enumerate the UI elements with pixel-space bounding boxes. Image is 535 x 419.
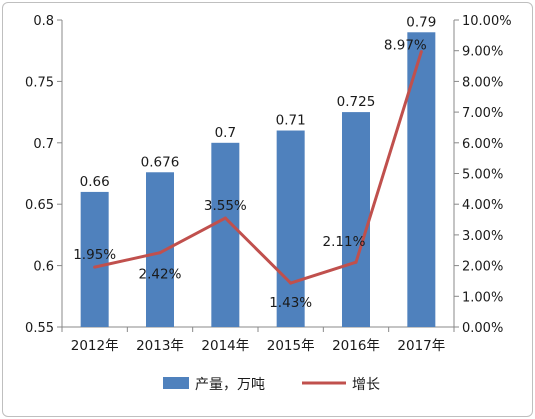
y-right-tick-label: 0.00%	[462, 321, 503, 336]
line-value-label: 1.43%	[269, 295, 312, 311]
y-right-tick-label: 1.00%	[462, 290, 503, 305]
x-tick-label: 2014年	[201, 338, 249, 354]
x-tick-label: 2012年	[71, 338, 119, 354]
x-tick-label: 2013年	[136, 338, 184, 354]
y-right-tick-label: 3.00%	[462, 229, 503, 244]
line-point	[223, 216, 227, 220]
line-value-label: 3.55%	[204, 198, 247, 214]
growth-line	[94, 51, 423, 285]
bar	[211, 142, 240, 327]
bar	[80, 191, 109, 327]
bar-value-label: 0.7	[215, 125, 236, 141]
y-left-tick-label: 0.65	[25, 198, 54, 213]
line-value-label: 2.11%	[323, 234, 366, 250]
bar-value-label: 0.66	[80, 174, 110, 190]
line-point	[419, 50, 423, 54]
line-point	[289, 281, 293, 285]
x-tick-label: 2015年	[267, 338, 315, 354]
line-point	[354, 260, 358, 264]
line-point	[93, 265, 97, 269]
y-right-tick-label: 4.00%	[462, 198, 503, 213]
line-value-label: 8.97%	[384, 38, 427, 54]
bar	[276, 130, 305, 327]
bar-value-label: 0.676	[141, 154, 180, 170]
bar	[342, 112, 370, 327]
y-right-tick-label: 2.00%	[462, 260, 503, 275]
line-value-label: 2.42%	[139, 267, 182, 283]
y-right-tick-label: 6.00%	[462, 137, 503, 152]
y-right-tick-label: 9.00%	[462, 45, 503, 60]
y-right-tick-label: 5.00%	[462, 168, 503, 183]
x-tick-label: 2016年	[332, 338, 380, 354]
legend-line-label: 增长	[352, 377, 380, 393]
bar-value-label: 0.79	[406, 14, 436, 30]
y-left-tick-label: 0.55	[25, 321, 54, 336]
bar	[146, 172, 174, 327]
bar-value-label: 0.725	[337, 94, 376, 110]
bar	[407, 32, 436, 327]
y-left-tick-label: 0.75	[25, 75, 54, 90]
legend-bar-label: 产量，万吨	[195, 377, 265, 393]
y-left-tick-label: 0.6	[33, 260, 54, 275]
y-right-tick-label: 8.00%	[462, 75, 503, 90]
legend-bar-swatch	[163, 377, 189, 389]
y-left-tick-label: 0.7	[33, 137, 54, 152]
bar-value-label: 0.71	[276, 113, 306, 129]
line-value-label: 1.95%	[73, 247, 116, 263]
y-right-tick-label: 7.00%	[462, 106, 503, 121]
line-point	[158, 251, 162, 255]
y-right-tick-label: 10.00%	[462, 14, 512, 29]
x-tick-label: 2017年	[397, 338, 445, 354]
y-left-tick-label: 0.8	[33, 14, 54, 29]
